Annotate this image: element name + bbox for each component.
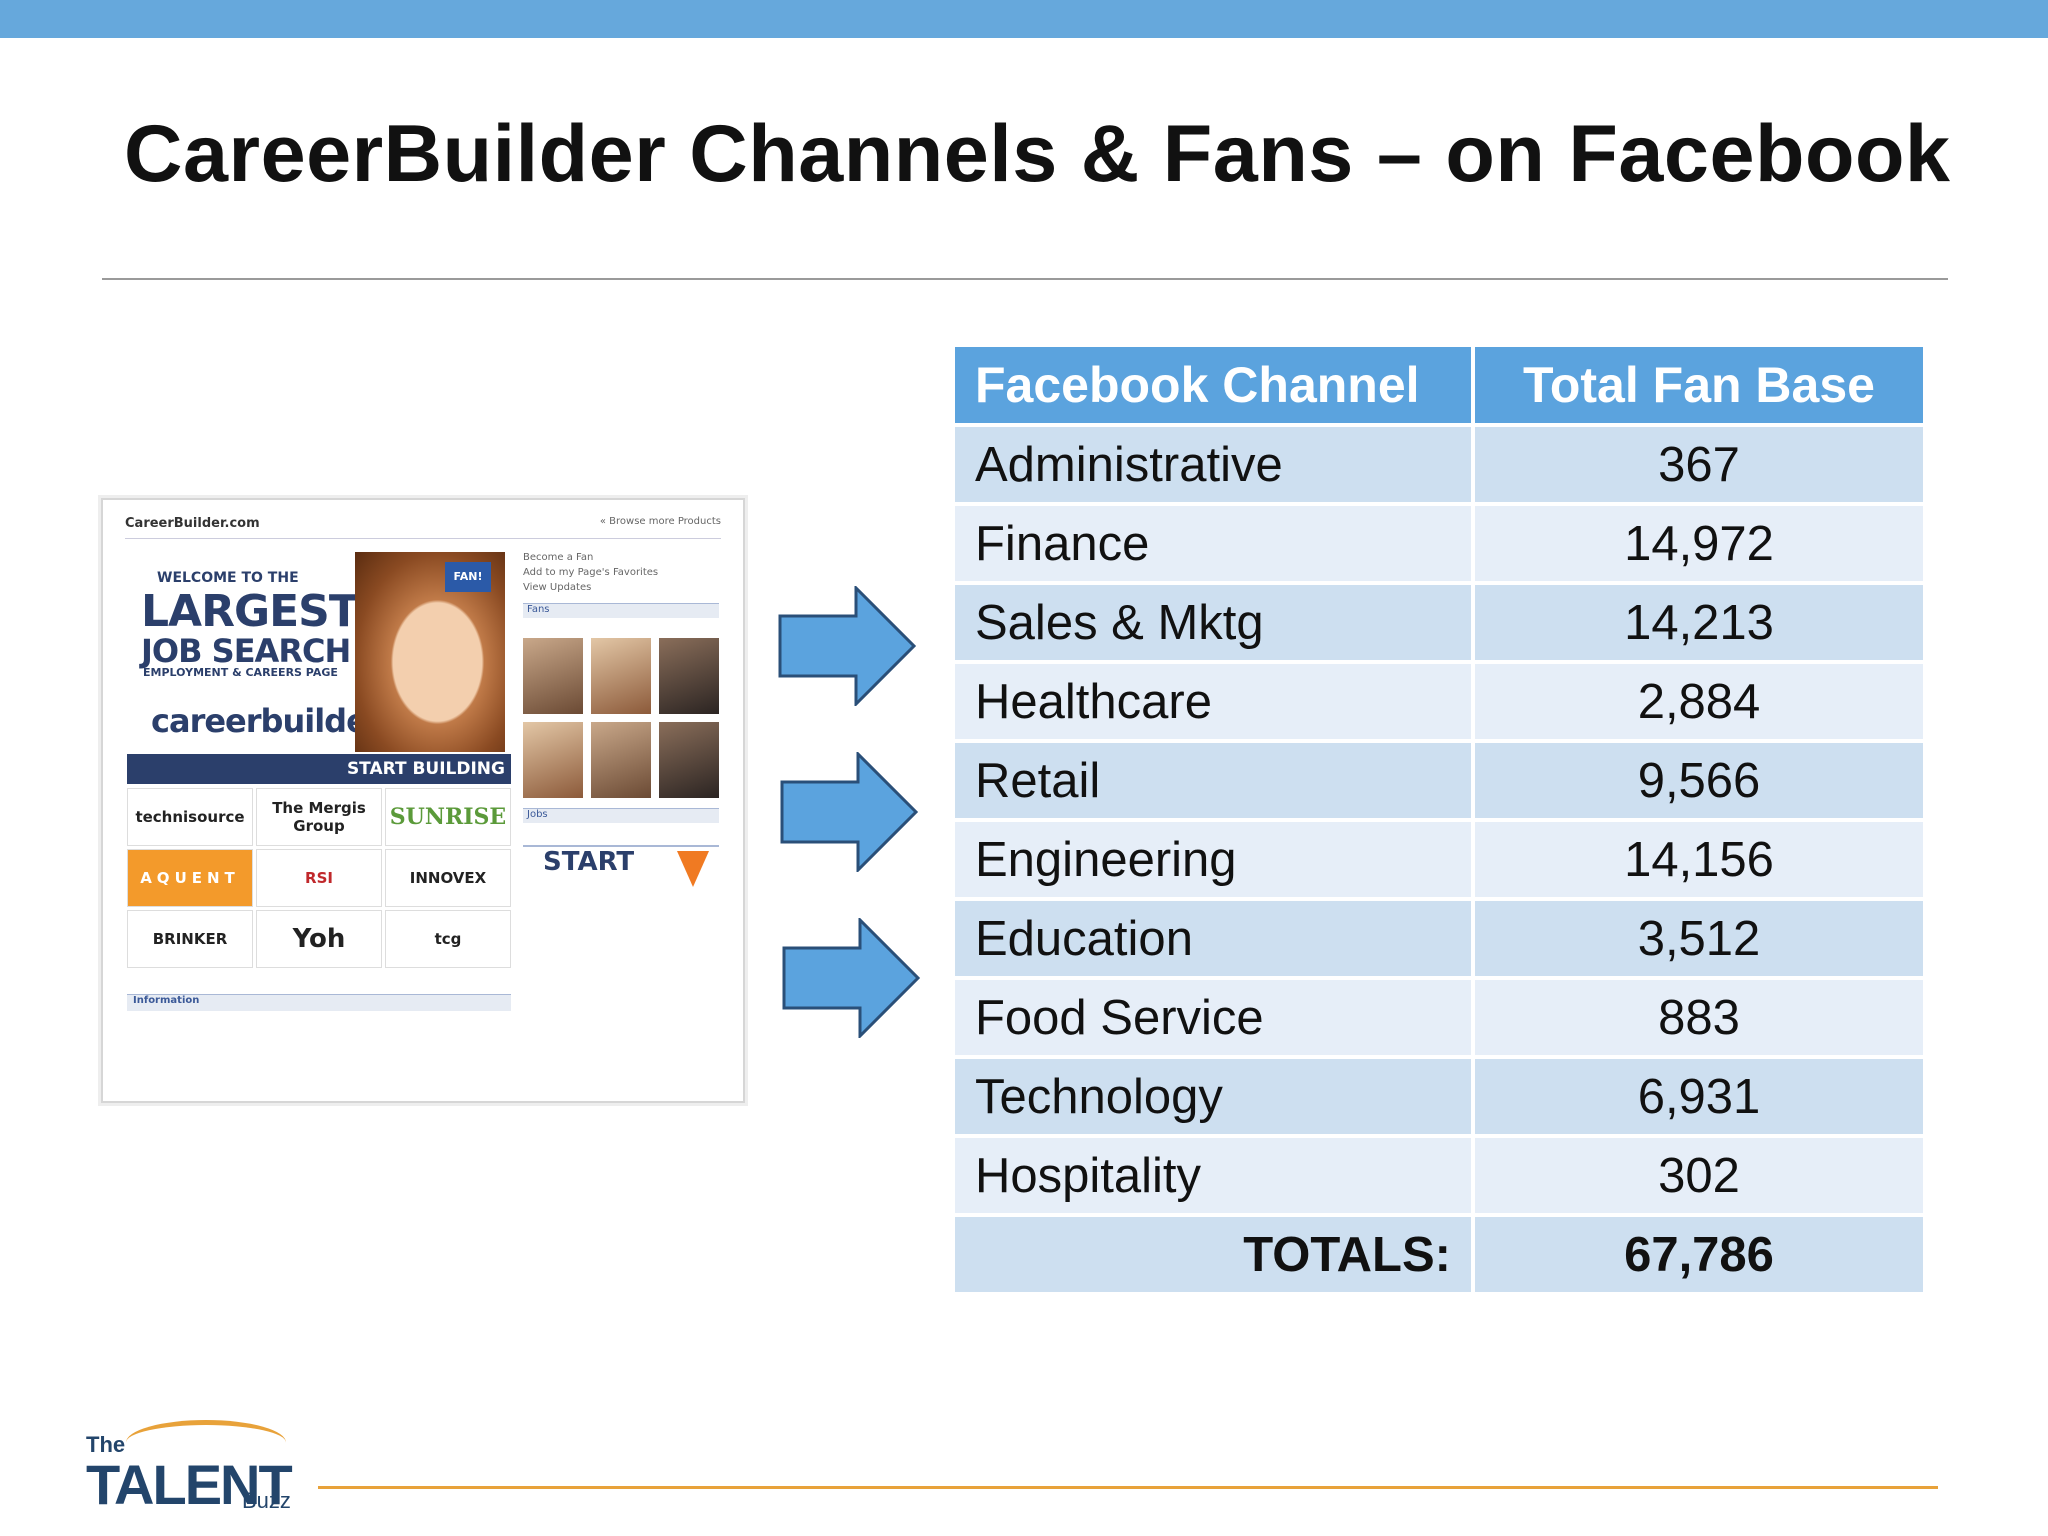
fans-cell: 14,213 <box>1475 585 1923 664</box>
channels-fans-table: Facebook Channel Total Fan Base Administ… <box>955 347 1923 1296</box>
fans-cell: 14,972 <box>1475 506 1923 585</box>
fans-cell: 2,884 <box>1475 664 1923 743</box>
information-header: Information <box>127 994 511 1011</box>
partner-logos-grid: technisource The Mergis Group SUNRISE AQ… <box>127 788 511 968</box>
logo-buzz: Buzz <box>242 1488 291 1513</box>
table-header-row: Facebook Channel Total Fan Base <box>955 347 1923 427</box>
footer-rule <box>318 1486 1938 1489</box>
start-building-bar: START BUILDING <box>127 754 511 784</box>
fans-cell: 367 <box>1475 427 1923 506</box>
start-searching-text: START <box>543 847 635 877</box>
channel-cell: Food Service <box>955 980 1475 1059</box>
channel-cell: Healthcare <box>955 664 1475 743</box>
fan-photo <box>591 638 651 714</box>
logo-talent: TALENT <box>86 1453 293 1516</box>
channel-cell: Engineering <box>955 822 1475 901</box>
banner-employment: EMPLOYMENT & CAREERS PAGE <box>143 666 338 679</box>
channel-cell: Technology <box>955 1059 1475 1138</box>
fan-photo <box>659 722 719 798</box>
totals-row: TOTALS: 67,786 <box>955 1217 1923 1296</box>
fans-cell: 6,931 <box>1475 1059 1923 1138</box>
partner-logo: SUNRISE <box>385 788 511 846</box>
column-header-fans: Total Fan Base <box>1475 347 1923 427</box>
channel-cell: Retail <box>955 743 1475 822</box>
table-row: Food Service 883 <box>955 980 1923 1059</box>
fan-photo <box>591 722 651 798</box>
partner-logo: The Mergis Group <box>256 788 382 846</box>
table-row: Finance 14,972 <box>955 506 1923 585</box>
fans-cell: 14,156 <box>1475 822 1923 901</box>
table-row: Retail 9,566 <box>955 743 1923 822</box>
column-header-channel: Facebook Channel <box>955 347 1475 427</box>
facebook-page-screenshot: CareerBuilder.com « Browse more Products… <box>101 498 745 1103</box>
jobs-header: Jobs <box>523 808 719 823</box>
partner-logo: technisource <box>127 788 253 846</box>
totals-value: 67,786 <box>1475 1217 1923 1296</box>
table-row: Hospitality 302 <box>955 1138 1923 1217</box>
fans-header: Fans <box>523 603 719 618</box>
logo-swoosh <box>126 1420 286 1465</box>
table-row: Administrative 367 <box>955 427 1923 506</box>
careerbuilder-banner: WELCOME TO THE LARGEST JOB SEARCH EMPLOY… <box>127 552 511 784</box>
table-row: Technology 6,931 <box>955 1059 1923 1138</box>
fan-photo <box>523 638 583 714</box>
table-row: Healthcare 2,884 <box>955 664 1923 743</box>
top-accent-bar <box>0 0 2048 38</box>
browse-products-link: « Browse more Products <box>599 516 721 527</box>
fans-cell: 302 <box>1475 1138 1923 1217</box>
screenshot-header: CareerBuilder.com <box>125 516 260 531</box>
fan-photos-grid <box>523 638 719 798</box>
table-row: Engineering 14,156 <box>955 822 1923 901</box>
fan-photo <box>659 638 719 714</box>
table-row: Sales & Mktg 14,213 <box>955 585 1923 664</box>
talent-buzz-logo: The TALENT Buzz <box>86 1420 306 1516</box>
banner-job-search: JOB SEARCH <box>141 632 351 670</box>
side-link: Become a Fan <box>523 552 594 563</box>
channel-cell: Sales & Mktg <box>955 585 1475 664</box>
totals-label: TOTALS: <box>955 1217 1475 1296</box>
right-arrow-icon <box>778 586 917 706</box>
screenshot-sidebar: Become a Fan Add to my Page's Favorites … <box>523 552 719 897</box>
channel-cell: Finance <box>955 506 1475 585</box>
partner-logo: BRINKER <box>127 910 253 968</box>
information-section: Information <box>127 994 511 1011</box>
banner-largest: LARGEST <box>141 586 359 637</box>
screenshot-divider <box>125 538 721 539</box>
fans-cell: 883 <box>1475 980 1923 1059</box>
down-arrow-icon <box>677 851 709 887</box>
banner-welcome: WELCOME TO THE <box>157 570 299 586</box>
right-arrow-icon <box>782 918 921 1038</box>
channel-cell: Education <box>955 901 1475 980</box>
fan-photo <box>523 722 583 798</box>
right-arrow-icon <box>780 752 919 872</box>
partner-logo: RSI <box>256 849 382 907</box>
channel-cell: Hospitality <box>955 1138 1475 1217</box>
logo-the: The <box>86 1432 126 1457</box>
become-fan-badge: FAN! <box>445 562 491 592</box>
fans-cell: 3,512 <box>1475 901 1923 980</box>
channel-cell: Administrative <box>955 427 1475 506</box>
table-row: Education 3,512 <box>955 901 1923 980</box>
side-link: Add to my Page's Favorites <box>523 567 659 578</box>
partner-logo: tcg <box>385 910 511 968</box>
partner-logo: INNOVEX <box>385 849 511 907</box>
slide-title: CareerBuilder Channels & Fans – on Faceb… <box>124 109 1951 199</box>
start-searching-graphic: START <box>523 845 719 897</box>
partner-logo: AQUENT <box>127 849 253 907</box>
partner-logo: Yoh <box>256 910 382 968</box>
title-divider <box>102 278 1948 280</box>
fans-cell: 9,566 <box>1475 743 1923 822</box>
side-link: View Updates <box>523 582 592 593</box>
